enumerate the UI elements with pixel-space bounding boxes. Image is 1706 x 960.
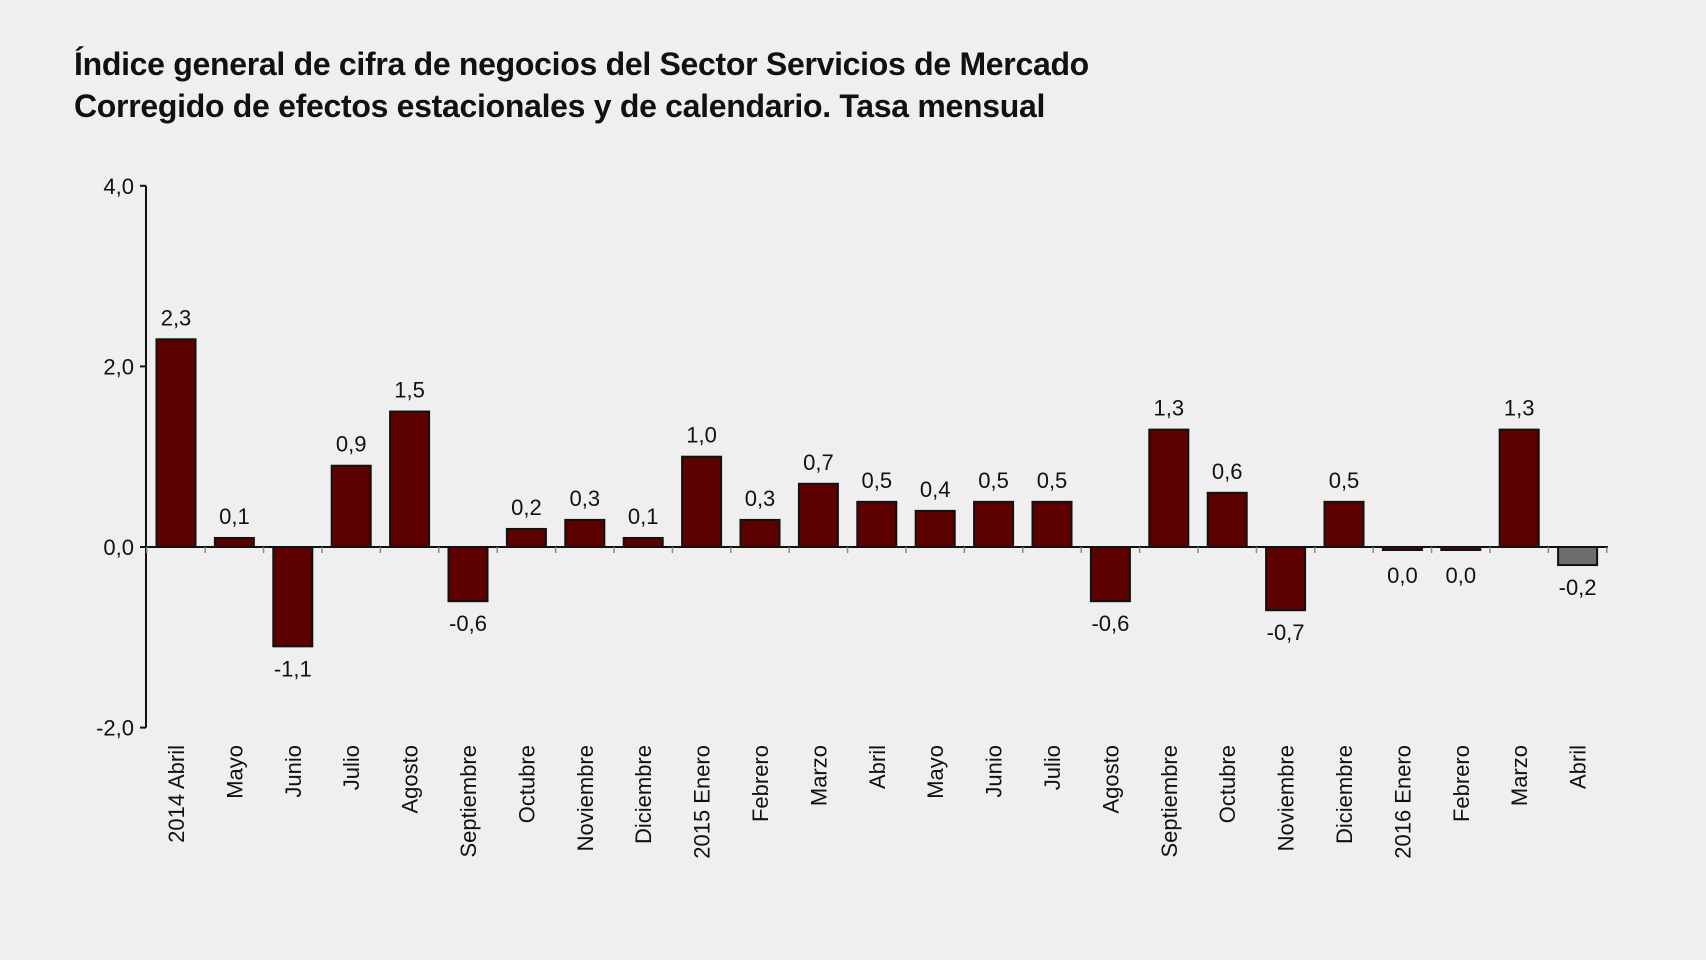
x-tick-label: Marzo [1507,745,1532,806]
bar [155,338,197,548]
x-tick-label: Junio [982,745,1007,798]
x-tick-label: Marzo [806,745,831,806]
bar [447,546,489,603]
x-tick-label: Noviembre [573,745,598,851]
x-tick-label: Agosto [398,745,423,814]
x-tick-label: Mayo [923,745,948,799]
bar [505,527,547,549]
data-label: -1,1 [274,656,312,681]
x-tick-label: Febrero [1449,745,1474,822]
bar [272,546,314,648]
data-label: 0,6 [1212,459,1243,484]
bar [856,500,898,549]
data-label: -0,6 [1091,611,1129,636]
bar [797,482,839,549]
x-tick-label: Julio [339,745,364,790]
bar [973,500,1015,549]
data-label: 2,3 [161,305,192,330]
y-tick-label: 2,0 [103,354,134,379]
data-label: -0,6 [449,611,487,636]
data-label: 0,2 [511,495,542,520]
bar [564,518,606,548]
data-label: -0,7 [1267,620,1305,645]
data-label: 0,3 [570,486,601,511]
bar [1265,546,1307,612]
x-tick-label: Septiembre [1157,745,1182,858]
y-tick-label: -2,0 [96,716,134,741]
x-tick-label: Diciembre [1332,745,1357,844]
bar [739,518,781,548]
x-tick-label: Abril [1566,745,1591,789]
bar [1089,546,1131,603]
x-tick-label: 2015 Enero [690,745,715,859]
bar [213,536,255,548]
chart-title: Índice general de cifra de negocios del … [74,46,1089,82]
chart-subtitle: Corregido de efectos estacionales y de c… [74,88,1046,124]
data-label: 0,1 [628,504,659,529]
data-label: 0,9 [336,432,367,457]
bar [1557,546,1599,567]
x-tick-label: Julio [1040,745,1065,790]
data-label: 0,5 [1329,468,1360,493]
data-label: -0,2 [1559,575,1597,600]
data-label: 1,3 [1154,396,1185,421]
bar [389,410,431,548]
bar [1148,428,1190,548]
data-label: 0,3 [745,486,776,511]
data-label: 0,5 [862,468,893,493]
bar [681,455,723,549]
bar [1498,428,1540,548]
bar [1323,500,1365,549]
x-tick-label: Septiembre [456,745,481,858]
data-label: 0,4 [920,477,951,502]
data-label: 0,5 [978,468,1009,493]
data-label: 1,5 [394,378,425,403]
y-tick-label: 4,0 [103,174,134,199]
x-tick-label: Noviembre [1274,745,1299,851]
x-tick-label: Octubre [1215,745,1240,823]
x-tick-label: Abril [865,745,890,789]
bar [622,536,664,548]
data-label: 0,0 [1387,563,1418,588]
x-tick-label: 2014 Abril [164,745,189,843]
x-tick-label: Octubre [514,745,539,823]
data-label: 1,0 [686,423,717,448]
x-tick-label: Junio [281,745,306,798]
x-tick-label: Diciembre [631,745,656,844]
bar [914,509,956,549]
bar [1031,500,1073,549]
data-label: 0,0 [1446,563,1477,588]
x-tick-label: Febrero [748,745,773,822]
bar [1206,491,1248,549]
y-tick-label: 0,0 [103,535,134,560]
x-tick-label: 2016 Enero [1390,745,1415,859]
data-label: 1,3 [1504,396,1535,421]
data-label: 0,7 [803,450,834,475]
bar [330,464,372,549]
data-label: 0,1 [219,504,250,529]
data-label: 0,5 [1037,468,1068,493]
x-tick-label: Mayo [222,745,247,799]
x-tick-label: Agosto [1098,745,1123,814]
